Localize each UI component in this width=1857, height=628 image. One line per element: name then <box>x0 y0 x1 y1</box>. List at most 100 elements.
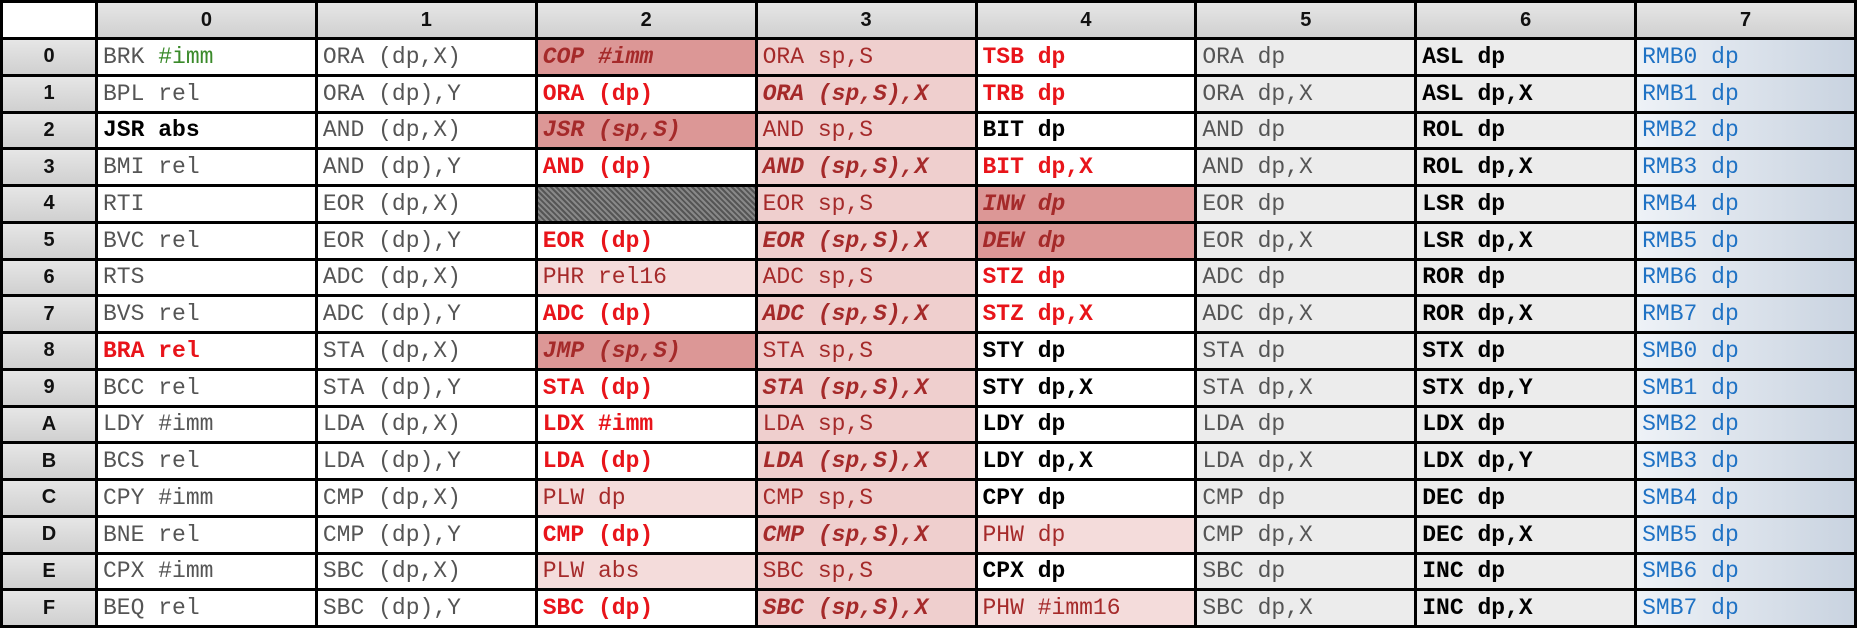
opcode-cell: CMP (dp,X) <box>317 481 535 515</box>
opcode-cell: PHW dp <box>977 517 1195 552</box>
row-header: D <box>3 517 95 552</box>
opcode-cell: AND (dp) <box>537 150 755 184</box>
opcode-cell: PHW #imm16 <box>977 591 1195 625</box>
row-header: 9 <box>3 370 95 405</box>
opcode-cell: ORA (dp),Y <box>317 76 535 111</box>
opcode-cell: STA (dp),Y <box>317 370 535 405</box>
opcode-cell: CPY #imm <box>98 481 315 515</box>
row-header: C <box>3 481 95 515</box>
opcode-cell: ADC sp,S <box>757 260 975 295</box>
opcode-cell: LDX #imm <box>537 407 755 442</box>
opcode-cell: CMP (dp) <box>537 517 755 552</box>
opcode-cell: SBC dp,X <box>1197 591 1415 625</box>
opcode-cell: CPX #imm <box>98 554 315 589</box>
opcode-cell: INW dp <box>977 187 1195 221</box>
opcode-cell: BVS rel <box>98 297 315 331</box>
row-header: 3 <box>3 150 95 184</box>
opcode-cell: LDX dp,Y <box>1417 444 1635 478</box>
opcode-cell: RMB7 dp <box>1637 297 1854 331</box>
opcode-cell: CMP sp,S <box>757 481 975 515</box>
opcode-cell: JSR (sp,S) <box>537 113 755 148</box>
opcode-cell: ADC (dp) <box>537 297 755 331</box>
opcode-cell: STY dp <box>977 334 1195 368</box>
opcode-cell: EOR dp,X <box>1197 223 1415 258</box>
opcode-cell: SBC (dp,X) <box>317 554 535 589</box>
opcode-cell: ADC (dp,X) <box>317 260 535 295</box>
opcode-cell: STA (dp) <box>537 370 755 405</box>
opcode-cell: BMI rel <box>98 150 315 184</box>
row-header: 7 <box>3 297 95 331</box>
opcode-cell: EOR sp,S <box>757 187 975 221</box>
opcode-cell: LSR dp,X <box>1417 223 1635 258</box>
row-header: 8 <box>3 334 95 368</box>
opcode-cell: EOR (dp),Y <box>317 223 535 258</box>
opcode-cell: SMB2 dp <box>1637 407 1854 442</box>
opcode-cell: SMB3 dp <box>1637 444 1854 478</box>
opcode-cell: RMB1 dp <box>1637 76 1854 111</box>
opcode-cell: RTI <box>98 187 315 221</box>
opcode-cell: EOR dp <box>1197 187 1415 221</box>
opcode-cell: PLW dp <box>537 481 755 515</box>
opcode-cell: CMP dp,X <box>1197 517 1415 552</box>
opcode-cell: BIT dp,X <box>977 150 1195 184</box>
opcode-cell: ORA (dp) <box>537 76 755 111</box>
opcode-cell: BEQ rel <box>98 591 315 625</box>
opcode-cell: CPY dp <box>977 481 1195 515</box>
opcode-cell: ORA dp <box>1197 40 1415 74</box>
opcode-cell: SBC (sp,S),X <box>757 591 975 625</box>
opcode-cell: CPX dp <box>977 554 1195 589</box>
opcode-cell: ORA dp,X <box>1197 76 1415 111</box>
opcode-cell: CMP (sp,S),X <box>757 517 975 552</box>
opcode-cell: SMB7 dp <box>1637 591 1854 625</box>
opcode-cell: AND (dp),Y <box>317 150 535 184</box>
opcode-cell: DEC dp <box>1417 481 1635 515</box>
opcode-cell: PHR rel16 <box>537 260 755 295</box>
column-header: 0 <box>98 3 315 37</box>
opcode-cell: RMB4 dp <box>1637 187 1854 221</box>
opcode-cell: SMB0 dp <box>1637 334 1854 368</box>
opcode-cell: ADC (sp,S),X <box>757 297 975 331</box>
opcode-cell: JSR abs <box>98 113 315 148</box>
opcode-cell: STA (sp,S),X <box>757 370 975 405</box>
opcode-cell: LDA dp,X <box>1197 444 1415 478</box>
opcode-cell: SMB5 dp <box>1637 517 1854 552</box>
opcode-cell: SBC (dp) <box>537 591 755 625</box>
opcode-cell: SBC dp <box>1197 554 1415 589</box>
opcode-cell: EOR (sp,S),X <box>757 223 975 258</box>
opcode-cell: STX dp <box>1417 334 1635 368</box>
row-header: 2 <box>3 113 95 148</box>
opcode-cell: COP #imm <box>537 40 755 74</box>
column-header: 2 <box>537 3 755 37</box>
opcode-cell: LDX dp <box>1417 407 1635 442</box>
opcode-cell: LDA (dp),Y <box>317 444 535 478</box>
opcode-cell: BPL rel <box>98 76 315 111</box>
opcode-cell: INC dp <box>1417 554 1635 589</box>
opcode-cell: BNE rel <box>98 517 315 552</box>
column-header: 5 <box>1197 3 1415 37</box>
opcode-cell: AND sp,S <box>757 113 975 148</box>
opcode-cell: ORA (sp,S),X <box>757 76 975 111</box>
opcode-cell: BRK #imm <box>98 40 315 74</box>
opcode-cell: STA sp,S <box>757 334 975 368</box>
opcode-cell: CMP dp <box>1197 481 1415 515</box>
opcode-cell: RMB5 dp <box>1637 223 1854 258</box>
opcode-cell: LDA sp,S <box>757 407 975 442</box>
opcode-cell: JMP (sp,S) <box>537 334 755 368</box>
opcode-cell: LDA (sp,S),X <box>757 444 975 478</box>
corner-cell <box>3 3 95 37</box>
opcode-cell: STA dp <box>1197 334 1415 368</box>
opcode-cell: ASL dp,X <box>1417 76 1635 111</box>
opcode-cell: AND dp <box>1197 113 1415 148</box>
opcode-cell: LDA dp <box>1197 407 1415 442</box>
opcode-cell: DEC dp,X <box>1417 517 1635 552</box>
column-header: 6 <box>1417 3 1635 37</box>
row-header: 5 <box>3 223 95 258</box>
opcode-cell: STX dp,Y <box>1417 370 1635 405</box>
opcode-cell: LDY dp,X <box>977 444 1195 478</box>
column-header: 3 <box>757 3 975 37</box>
row-header: F <box>3 591 95 625</box>
opcode-cell: RMB2 dp <box>1637 113 1854 148</box>
opcode-cell: AND (sp,S),X <box>757 150 975 184</box>
row-header: 1 <box>3 76 95 111</box>
